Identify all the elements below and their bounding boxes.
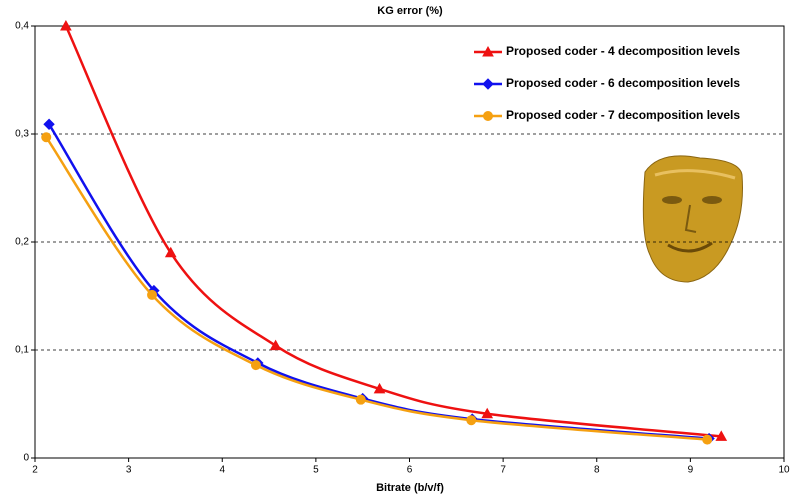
legend-text: Proposed coder - 6 decomposition levels xyxy=(506,76,740,90)
legend-text: Proposed coder - 4 decomposition levels xyxy=(506,44,740,58)
x-tick-label: 9 xyxy=(688,465,694,476)
legend-entry: Proposed coder - 6 decomposition levels xyxy=(474,76,740,90)
x-tick-label: 3 xyxy=(126,465,132,476)
marker xyxy=(269,339,282,351)
legend-entry: Proposed coder - 4 decomposition levels xyxy=(474,44,740,58)
series-line xyxy=(45,136,708,441)
y-tick-label: 0,1 xyxy=(15,345,29,356)
marker xyxy=(60,19,72,31)
marker xyxy=(481,407,494,419)
marker xyxy=(250,360,261,371)
face-illustration xyxy=(642,155,743,283)
y-tick-label: 0,4 xyxy=(15,21,29,32)
marker xyxy=(355,394,366,405)
y-tick-label: 0,3 xyxy=(15,129,29,140)
marker xyxy=(466,415,477,426)
marker xyxy=(373,382,386,394)
legend-text: Proposed coder - 7 decomposition levels xyxy=(506,108,740,122)
legend-entry: Proposed coder - 7 decomposition levels xyxy=(474,108,740,122)
x-tick-label: 4 xyxy=(219,465,225,476)
legend-marker xyxy=(482,45,494,57)
x-tick-label: 7 xyxy=(500,465,506,476)
legend-marker xyxy=(482,78,494,90)
marker xyxy=(43,118,55,130)
x-axis-label: Bitrate (b/v/f) xyxy=(376,482,444,494)
x-tick-label: 8 xyxy=(594,465,600,476)
y-tick-label: 0,2 xyxy=(15,237,29,248)
x-tick-label: 6 xyxy=(407,465,413,476)
marker xyxy=(702,434,713,445)
x-tick-label: 5 xyxy=(313,465,319,476)
marker xyxy=(715,430,728,441)
x-tick-label: 10 xyxy=(778,465,790,476)
legend-marker xyxy=(483,111,493,121)
y-tick-label: 0 xyxy=(23,453,29,464)
marker xyxy=(164,246,177,258)
marker xyxy=(41,132,52,143)
marker xyxy=(147,289,158,300)
chart-title: KG error (%) xyxy=(377,5,443,17)
x-tick-label: 2 xyxy=(32,465,38,476)
series-line xyxy=(64,25,722,438)
